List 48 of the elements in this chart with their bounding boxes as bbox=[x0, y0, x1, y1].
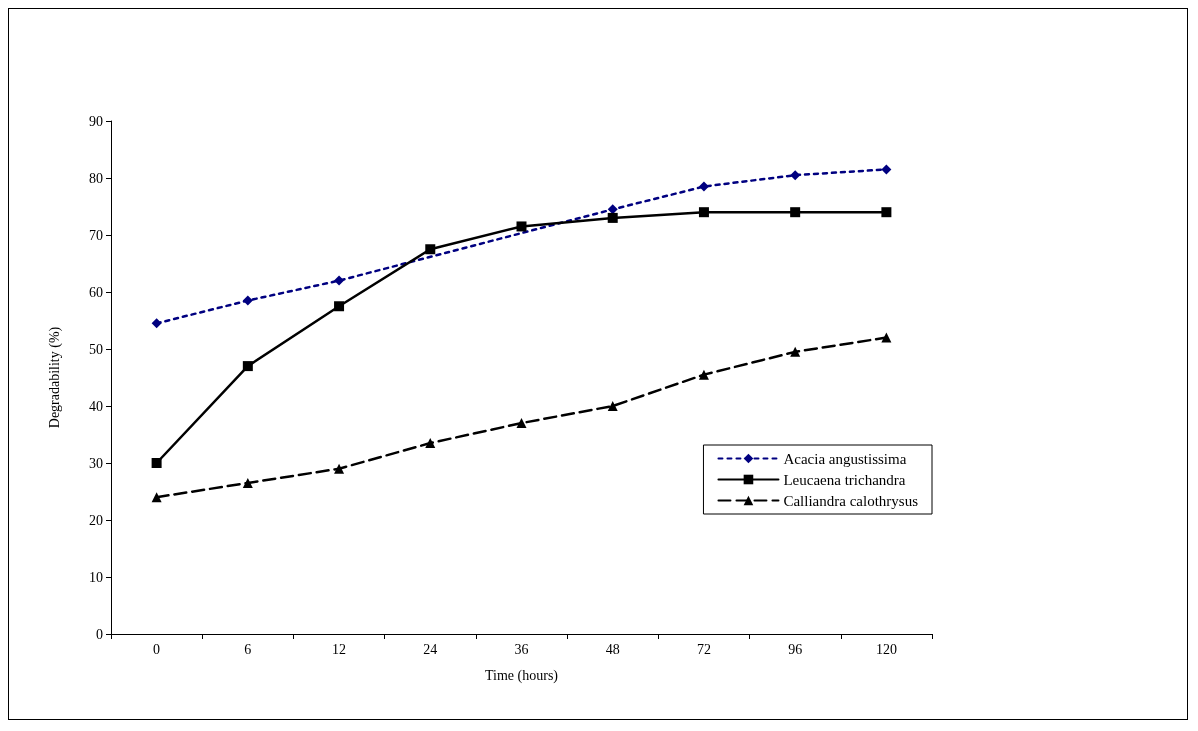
point bbox=[698, 181, 709, 192]
point bbox=[242, 295, 253, 306]
point bbox=[334, 275, 345, 286]
legend-label: Leucaena trichandra bbox=[783, 471, 906, 488]
x-tick-label: 96 bbox=[788, 641, 803, 657]
point bbox=[151, 492, 162, 503]
x-tick-label: 48 bbox=[605, 641, 620, 657]
y-tick-label: 70 bbox=[89, 227, 103, 243]
y-axis-title: Degradability (%) bbox=[46, 326, 63, 429]
point bbox=[334, 301, 345, 312]
point bbox=[151, 458, 162, 468]
x-tick-label: 12 bbox=[332, 641, 347, 657]
point bbox=[790, 346, 801, 357]
y-tick-label: 90 bbox=[89, 113, 103, 129]
point bbox=[425, 438, 436, 449]
x-tick-label: 36 bbox=[514, 641, 529, 657]
y-tick-label: 80 bbox=[89, 170, 103, 186]
y-tick-label: 50 bbox=[89, 341, 103, 357]
point bbox=[790, 170, 801, 181]
x-tick-label: 120 bbox=[875, 641, 897, 657]
y-tick-label: 20 bbox=[89, 512, 103, 528]
point bbox=[607, 212, 618, 223]
point bbox=[516, 221, 527, 232]
point bbox=[151, 318, 162, 329]
y-tick-label: 60 bbox=[89, 284, 103, 300]
legend-label: Acacia angustissima bbox=[783, 450, 907, 467]
point bbox=[607, 401, 618, 411]
point bbox=[881, 207, 892, 218]
x-tick-label: 24 bbox=[423, 641, 438, 657]
point bbox=[698, 207, 709, 218]
point bbox=[242, 477, 253, 488]
point bbox=[698, 369, 709, 380]
point bbox=[242, 361, 253, 372]
y-tick-label: 30 bbox=[89, 455, 103, 471]
point bbox=[881, 164, 892, 175]
y-tick-label: 40 bbox=[89, 398, 103, 414]
point bbox=[425, 244, 436, 255]
point bbox=[790, 207, 801, 218]
y-tick-label: 10 bbox=[89, 569, 103, 585]
x-tick-label: 72 bbox=[696, 641, 711, 657]
x-tick-label: 0 bbox=[153, 641, 161, 657]
x-tick-label: 6 bbox=[244, 641, 252, 657]
point bbox=[881, 332, 892, 343]
point bbox=[334, 463, 345, 474]
x-axis-title: Time (hours) bbox=[485, 667, 559, 684]
point bbox=[516, 418, 527, 429]
y-tick-label: 0 bbox=[96, 626, 103, 642]
legend-label: Calliandra calothrysus bbox=[783, 492, 919, 509]
